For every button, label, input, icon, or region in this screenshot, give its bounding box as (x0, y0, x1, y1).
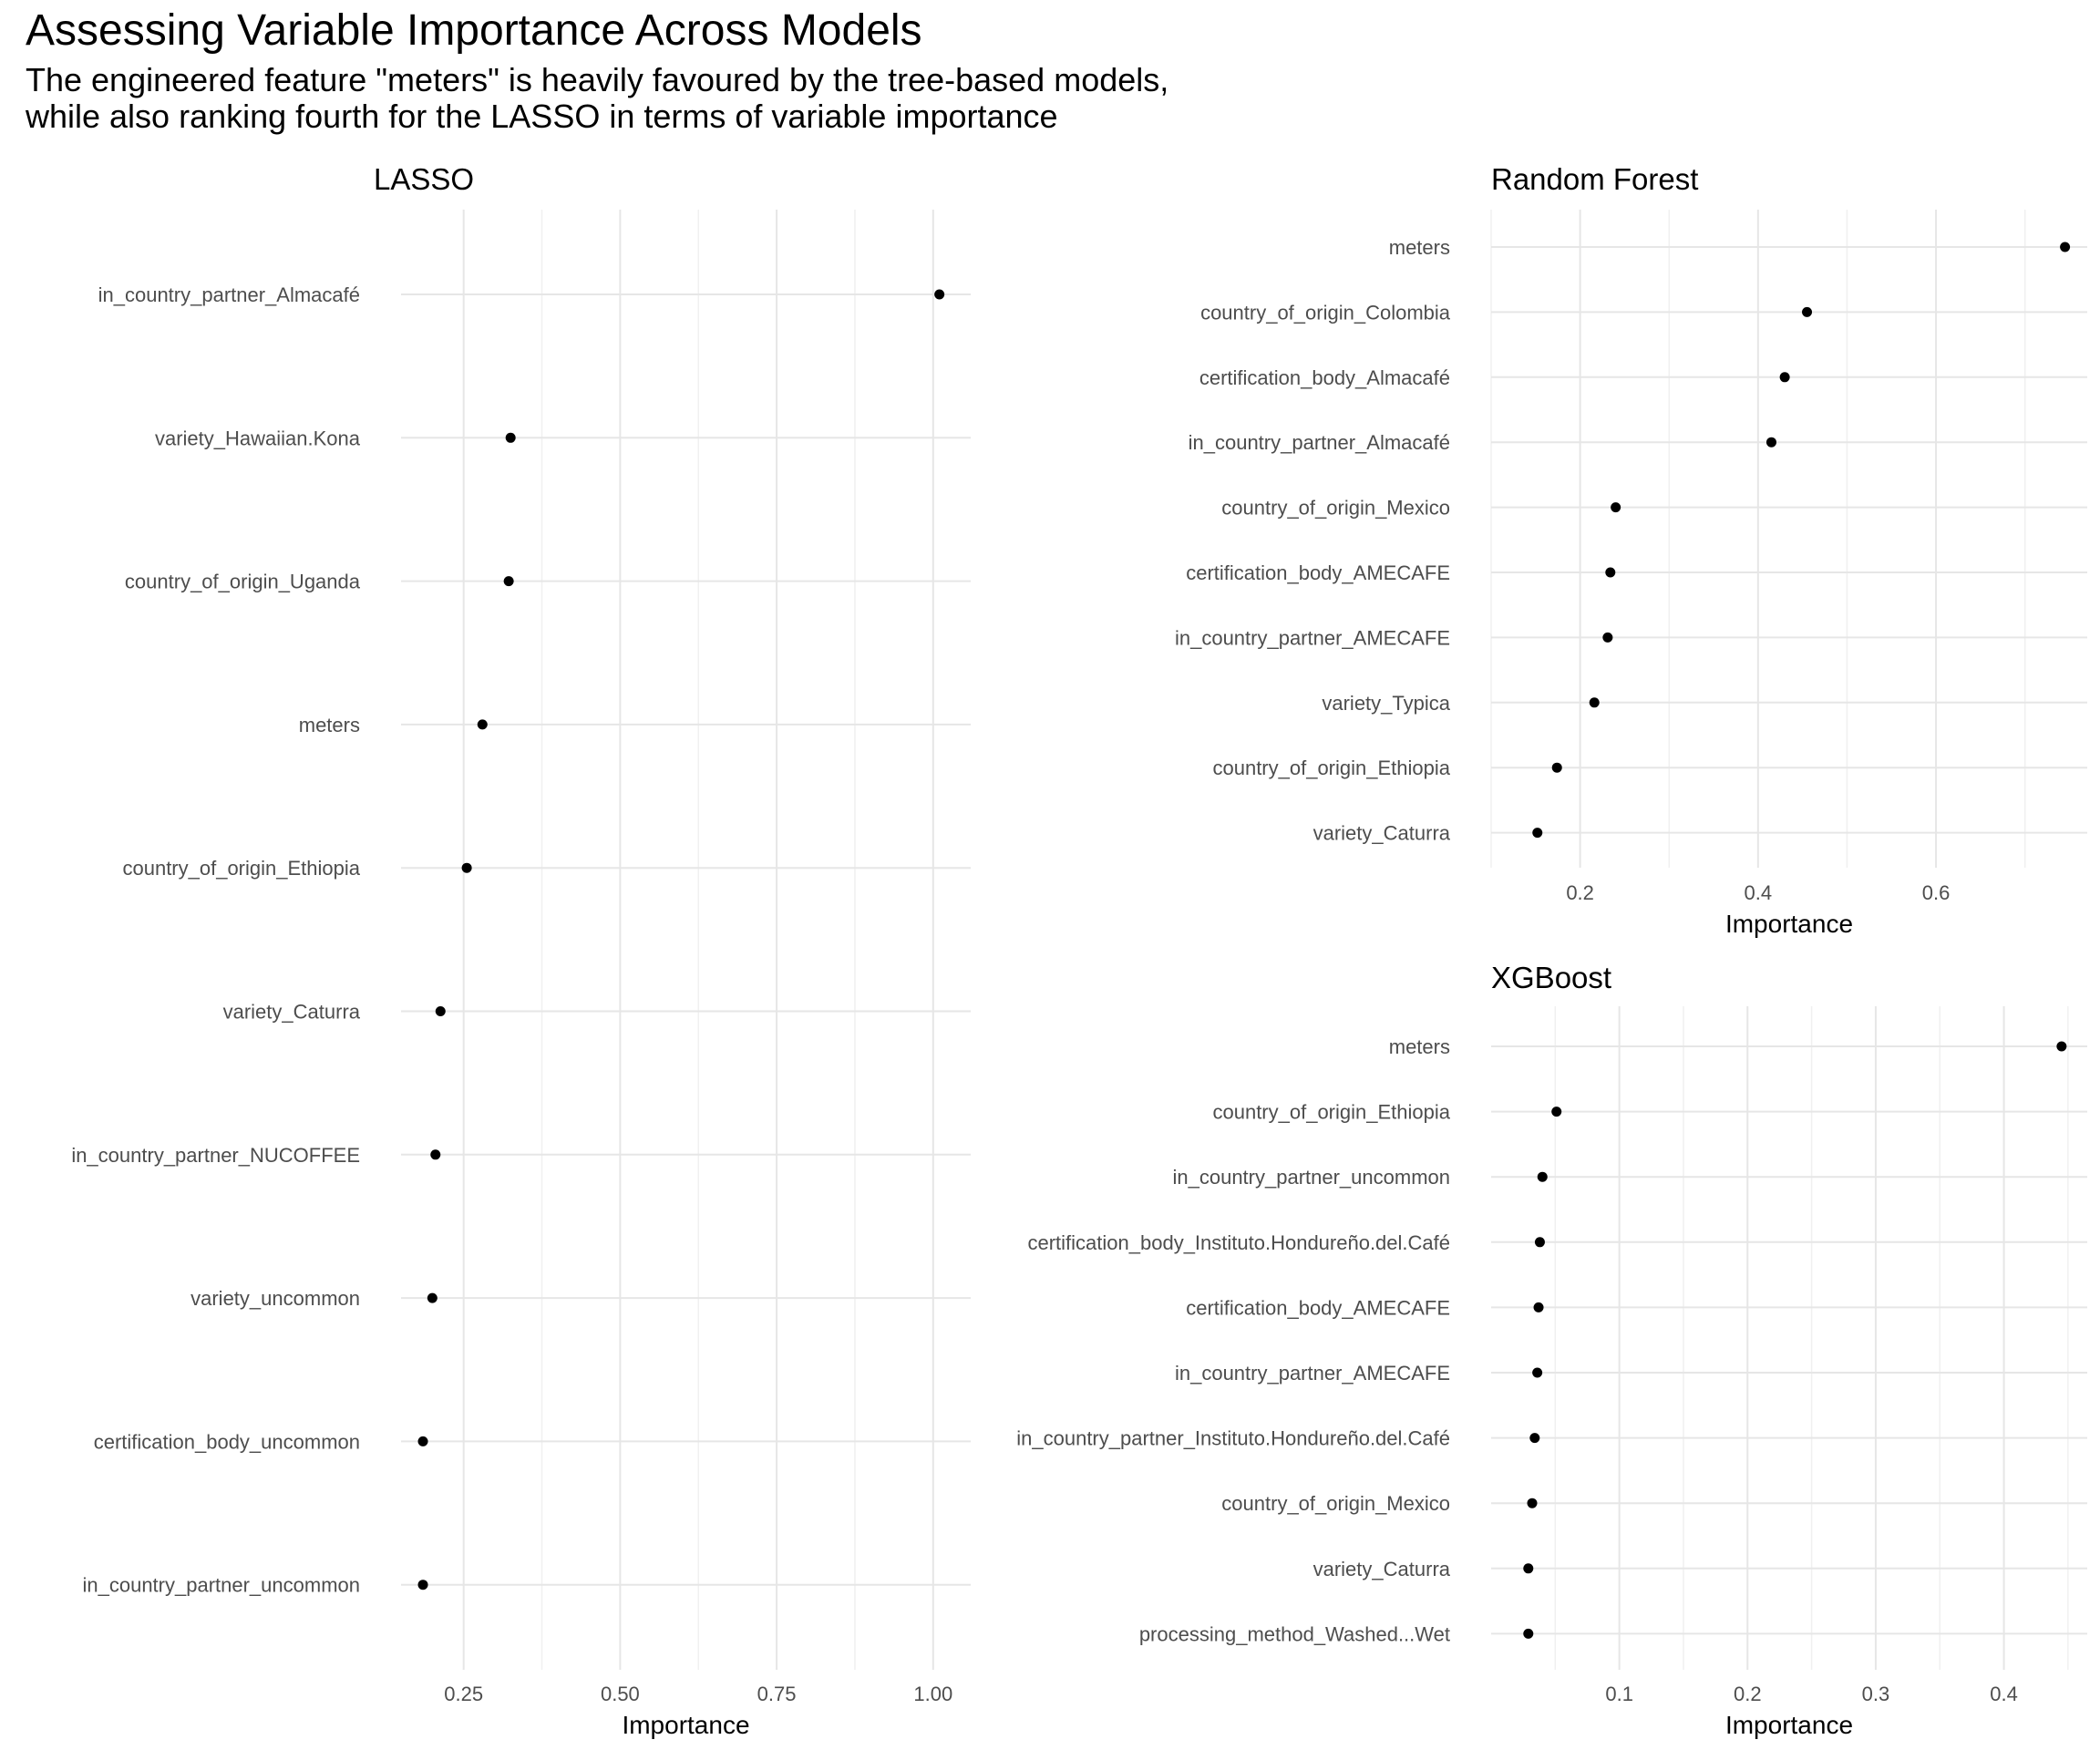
point-meters (477, 719, 488, 730)
point-in-country-partner-amecafe (1532, 1367, 1543, 1378)
y-label-in-country-partner-instituto-hondure-o-del-caf: in_country_partner_Instituto.Hondureño.d… (1016, 1427, 1450, 1450)
y-label-certification-body-amecafe: certification_body_AMECAFE (1186, 1296, 1450, 1319)
y-label-country-of-origin-mexico: country_of_origin_Mexico (1221, 1492, 1450, 1515)
y-label-country-of-origin-ethiopia: country_of_origin_Ethiopia (1212, 1101, 1450, 1124)
y-label-country-of-origin-ethiopia: country_of_origin_Ethiopia (122, 857, 360, 880)
panel-xgboost: meters country_of_origin_Ethiopia in_count… (1016, 961, 2087, 1739)
y-label-in-country-partner-almacaf: in_country_partner_Almacafé (1189, 431, 1450, 454)
point-in-country-partner-almacaf (1765, 437, 1776, 448)
panel-title: LASSO (374, 162, 474, 196)
point-in-country-partner-nucoffee (430, 1149, 441, 1160)
point-variety-hawaiian-kona (505, 432, 516, 443)
y-label-processing-method-washed-wet: processing_method_Washed...Wet (1139, 1622, 1450, 1645)
point-meters (2060, 242, 2071, 252)
panel-lasso: in_country_partner_Almacafé variety_Hawai… (71, 162, 971, 1739)
point-in-country-partner-instituto-hondure-o-del-caf (1529, 1433, 1540, 1444)
y-label-variety-caturra: variety_Caturra (1313, 1558, 1451, 1580)
y-label-variety-uncommon: variety_uncommon (190, 1287, 360, 1310)
y-label-certification-body-almacaf: certification_body_Almacafé (1199, 366, 1450, 389)
subtitle-line-1: The engineered feature "meters" is heavi… (26, 61, 1169, 98)
chart-subtitle: The engineered feature "meters" is heavi… (26, 62, 1168, 135)
point-country-of-origin-ethiopia (461, 862, 472, 873)
y-label-meters: meters (299, 714, 360, 736)
point-in-country-partner-uncommon (417, 1580, 428, 1590)
point-country-of-origin-uganda (503, 576, 514, 587)
point-certification-body-almacaf (1779, 372, 1790, 383)
y-label-in-country-partner-amecafe: in_country_partner_AMECAFE (1175, 1362, 1450, 1385)
y-label-variety-caturra: variety_Caturra (1313, 822, 1451, 845)
y-label-certification-body-uncommon: certification_body_uncommon (94, 1430, 360, 1453)
x-axis-label: Importance (1725, 1711, 1853, 1739)
y-label-in-country-partner-amecafe: in_country_partner_AMECAFE (1175, 626, 1450, 649)
point-certification-body-amecafe (1605, 567, 1616, 578)
point-variety-caturra (435, 1006, 446, 1016)
y-label-country-of-origin-ethiopia: country_of_origin_Ethiopia (1212, 757, 1450, 779)
y-label-variety-typica: variety_Typica (1322, 692, 1450, 715)
x-tick-label: 0.25 (444, 1683, 483, 1705)
point-certification-body-instituto-hondure-o-del-caf (1534, 1237, 1545, 1248)
y-label-meters: meters (1389, 1035, 1450, 1058)
y-label-country-of-origin-mexico: country_of_origin_Mexico (1221, 497, 1450, 520)
point-certification-body-amecafe (1533, 1302, 1544, 1312)
y-label-variety-hawaiian-kona: variety_Hawaiian.Kona (155, 427, 361, 449)
x-tick-label: 1.00 (913, 1683, 952, 1705)
x-tick-label: 0.75 (757, 1683, 797, 1705)
point-country-of-origin-colombia (1802, 306, 1813, 317)
point-certification-body-uncommon (417, 1436, 428, 1446)
panel-title: XGBoost (1491, 961, 1611, 994)
point-country-of-origin-mexico (1611, 502, 1621, 513)
y-label-in-country-partner-uncommon: in_country_partner_uncommon (82, 1574, 360, 1597)
x-tick-label: 0.50 (601, 1683, 640, 1705)
y-label-in-country-partner-uncommon: in_country_partner_uncommon (1172, 1166, 1450, 1189)
x-axis-label: Importance (622, 1711, 749, 1739)
point-in-country-partner-amecafe (1602, 632, 1613, 643)
point-country-of-origin-mexico (1527, 1498, 1538, 1508)
point-variety-caturra (1532, 828, 1543, 839)
x-tick-label: 0.2 (1734, 1683, 1762, 1705)
y-label-country-of-origin-uganda: country_of_origin_Uganda (125, 571, 361, 593)
x-tick-label: 0.4 (1990, 1683, 2018, 1705)
x-tick-label: 0.1 (1605, 1683, 1633, 1705)
point-meters (2056, 1041, 2067, 1052)
x-tick-label: 0.4 (1745, 881, 1773, 904)
x-tick-label: 0.6 (1922, 881, 1951, 904)
y-label-meters: meters (1389, 236, 1450, 259)
y-label-in-country-partner-almacaf: in_country_partner_Almacafé (98, 283, 360, 306)
y-label-certification-body-instituto-hondure-o-del-caf: certification_body_Instituto.Hondureño.d… (1027, 1231, 1450, 1254)
x-axis-label: Importance (1725, 910, 1853, 938)
y-label-certification-body-amecafe: certification_body_AMECAFE (1186, 561, 1450, 584)
point-country-of-origin-ethiopia (1551, 762, 1562, 773)
point-processing-method-washed-wet (1523, 1628, 1534, 1639)
panel-title: Random Forest (1491, 162, 1698, 196)
point-variety-caturra (1523, 1563, 1534, 1574)
x-tick-label: 0.3 (1862, 1683, 1890, 1705)
point-country-of-origin-ethiopia (1551, 1107, 1562, 1117)
point-in-country-partner-almacaf (934, 289, 945, 300)
y-label-in-country-partner-nucoffee: in_country_partner_NUCOFFEE (71, 1144, 360, 1167)
panel-random-forest: meters country_of_origin_Colombia certific… (1175, 162, 2087, 938)
y-label-country-of-origin-colombia: country_of_origin_Colombia (1200, 301, 1451, 324)
chart-title: Assessing Variable Importance Across Mod… (26, 6, 922, 55)
y-label-variety-caturra: variety_Caturra (223, 1001, 361, 1024)
point-in-country-partner-uncommon (1537, 1171, 1548, 1182)
x-tick-label: 0.2 (1566, 881, 1594, 904)
subtitle-line-2: while also ranking fourth for the LASSO … (26, 98, 1058, 135)
point-variety-uncommon (427, 1292, 438, 1303)
point-variety-typica (1589, 697, 1600, 708)
